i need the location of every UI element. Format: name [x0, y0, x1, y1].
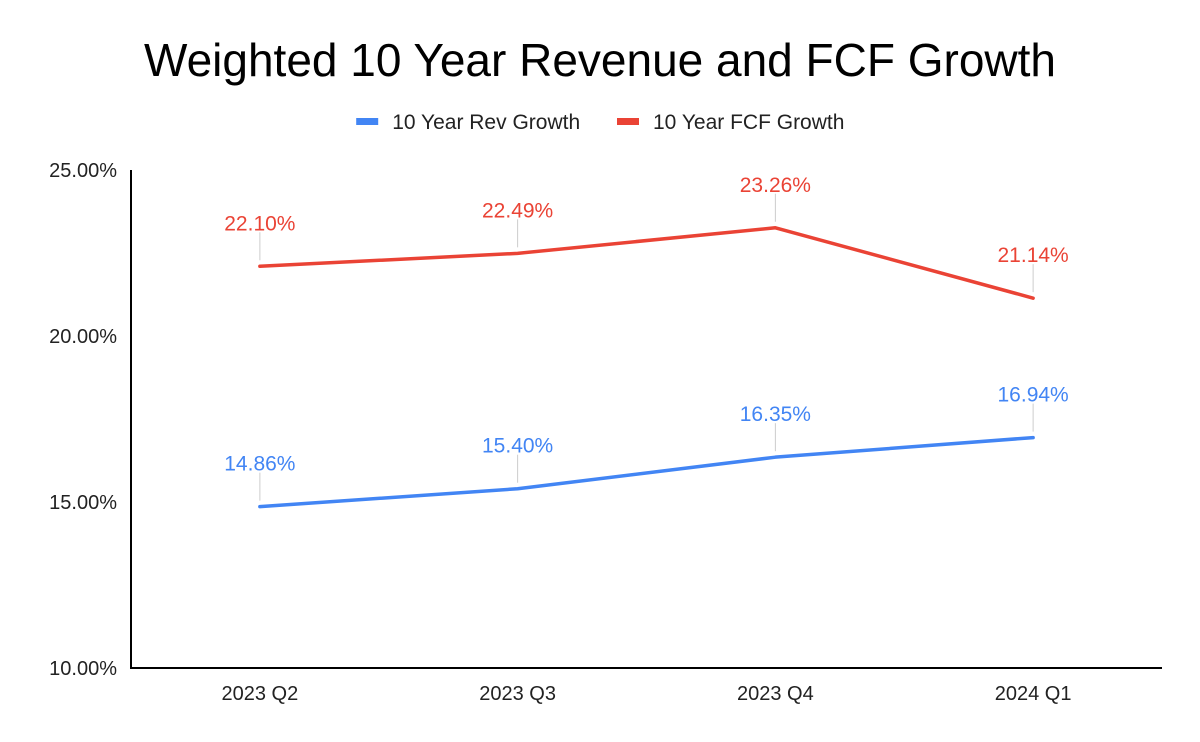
y-axis: 10.00% 15.00% 20.00% 25.00% [49, 160, 132, 680]
series: 14.86% 15.40% 16.35% 16.94% [224, 384, 1069, 509]
series-line [258, 435, 1035, 509]
series-line [258, 226, 1035, 300]
legend-label: 10 Year FCF Growth [653, 111, 844, 134]
x-tick-label: 2024 Q1 [995, 683, 1072, 705]
x-axis: 2023 Q2 2023 Q3 2023 Q4 2024 Q1 [131, 667, 1162, 705]
data-label: 14.86% [224, 453, 295, 476]
chart-title: Weighted 10 Year Revenue and FCF Growth [144, 34, 1056, 86]
data-label: 15.40% [482, 435, 553, 458]
y-tick-label: 20.00% [49, 326, 117, 348]
data-label: 22.49% [482, 199, 553, 222]
y-tick-label: 25.00% [49, 160, 117, 182]
legend: 10 Year Rev Growth 10 Year FCF Growth [356, 111, 844, 134]
legend-item: 10 Year Rev Growth [356, 111, 580, 134]
series: 22.10% 22.49% 23.26% 21.14% [224, 174, 1069, 300]
y-tick-label: 15.00% [49, 492, 117, 514]
data-label: 16.35% [740, 403, 811, 426]
y-tick-label: 10.00% [49, 658, 117, 680]
legend-label: 10 Year Rev Growth [392, 111, 580, 134]
data-label: 21.14% [998, 244, 1069, 267]
x-tick-label: 2023 Q3 [479, 683, 556, 705]
legend-item: 10 Year FCF Growth [617, 111, 844, 134]
legend-swatch [356, 118, 379, 125]
legend-swatch [617, 118, 639, 125]
x-tick-label: 2023 Q4 [737, 683, 814, 705]
series-layer: 14.86% 15.40% 16.35% 16.94% 22.10% 22.49% 23.2… [224, 174, 1069, 509]
data-label: 22.10% [224, 212, 295, 235]
x-tick-label: 2023 Q2 [222, 683, 299, 705]
data-label: 16.94% [998, 384, 1069, 407]
data-label: 23.26% [740, 174, 811, 197]
